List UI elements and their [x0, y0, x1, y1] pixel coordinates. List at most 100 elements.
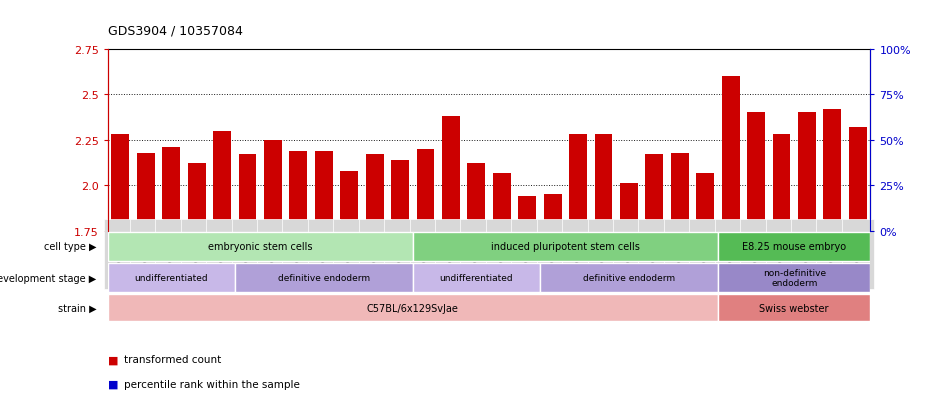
Text: GSM668591: GSM668591: [650, 231, 659, 278]
Text: GSM668587: GSM668587: [472, 231, 481, 278]
Bar: [264, 140, 282, 231]
Text: GSM668593: GSM668593: [701, 231, 709, 278]
Bar: [671, 226, 689, 231]
Bar: [162, 148, 180, 231]
Text: undifferentiated: undifferentiated: [440, 273, 513, 282]
Bar: [264, 224, 282, 231]
Text: GSM668564: GSM668564: [269, 231, 277, 278]
Text: GSM668590: GSM668590: [548, 231, 557, 278]
Text: GDS3904 / 10357084: GDS3904 / 10357084: [108, 24, 242, 37]
Text: GSM668589: GSM668589: [522, 231, 532, 278]
Bar: [239, 155, 256, 231]
Text: GSM668574: GSM668574: [752, 231, 761, 278]
Bar: [620, 184, 637, 231]
Bar: [108, 233, 413, 261]
Bar: [849, 224, 867, 231]
Text: GSM668582: GSM668582: [192, 231, 201, 277]
Text: undifferentiated: undifferentiated: [135, 273, 208, 282]
Bar: [493, 173, 511, 231]
Bar: [646, 155, 664, 231]
Bar: [594, 224, 612, 231]
Bar: [696, 173, 714, 231]
Text: GSM668588: GSM668588: [497, 231, 506, 277]
Text: GSM668576: GSM668576: [574, 231, 582, 278]
Text: GSM668566: GSM668566: [319, 231, 329, 278]
Bar: [722, 222, 739, 231]
Bar: [772, 135, 790, 231]
Text: GSM668579: GSM668579: [344, 231, 354, 278]
Text: percentile rank within the sample: percentile rank within the sample: [124, 379, 300, 389]
Text: GSM668568: GSM668568: [141, 231, 151, 278]
Bar: [620, 226, 637, 231]
Text: Swiss webster: Swiss webster: [759, 303, 829, 313]
Bar: [798, 224, 816, 231]
Text: ■: ■: [108, 354, 118, 364]
Text: GSM668565: GSM668565: [294, 231, 303, 278]
Bar: [594, 135, 612, 231]
Bar: [188, 222, 206, 231]
Text: definitive endoderm: definitive endoderm: [278, 273, 370, 282]
Bar: [417, 226, 434, 231]
Bar: [722, 77, 739, 231]
Text: GSM668575: GSM668575: [777, 231, 786, 278]
Text: GSM668592: GSM668592: [675, 231, 684, 278]
Bar: [798, 113, 816, 231]
Bar: [696, 226, 714, 231]
Bar: [162, 226, 180, 231]
Text: ■: ■: [108, 379, 118, 389]
Bar: [569, 135, 587, 231]
Bar: [413, 233, 718, 261]
Text: induced pluripotent stem cells: induced pluripotent stem cells: [490, 242, 640, 252]
Text: GSM668577: GSM668577: [599, 231, 608, 278]
Bar: [747, 222, 765, 231]
Text: GSM668581: GSM668581: [396, 231, 404, 277]
Bar: [235, 263, 413, 292]
Text: GSM668570: GSM668570: [802, 231, 812, 278]
Text: GSM668584: GSM668584: [243, 231, 252, 278]
Bar: [108, 295, 718, 321]
Bar: [671, 153, 689, 231]
Bar: [544, 195, 562, 231]
Bar: [108, 263, 235, 292]
Bar: [111, 226, 129, 231]
Bar: [493, 226, 511, 231]
Bar: [366, 226, 384, 231]
Bar: [519, 197, 536, 231]
Text: E8.25 mouse embryo: E8.25 mouse embryo: [742, 242, 846, 252]
Bar: [413, 263, 540, 292]
Text: embryonic stem cells: embryonic stem cells: [208, 242, 313, 252]
Bar: [341, 226, 358, 231]
Text: GSM668580: GSM668580: [370, 231, 379, 278]
Bar: [824, 224, 841, 231]
Bar: [824, 109, 841, 231]
Bar: [137, 226, 154, 231]
Bar: [341, 171, 358, 231]
Bar: [213, 222, 231, 231]
Bar: [137, 153, 154, 231]
Bar: [314, 151, 332, 231]
Bar: [239, 224, 256, 231]
Bar: [467, 164, 485, 231]
Bar: [417, 150, 434, 231]
Text: GSM668571: GSM668571: [827, 231, 837, 278]
Text: GSM668583: GSM668583: [217, 231, 227, 278]
Bar: [540, 263, 718, 292]
Text: GSM668573: GSM668573: [726, 231, 735, 278]
Text: cell type ▶: cell type ▶: [44, 242, 96, 252]
Text: definitive endoderm: definitive endoderm: [583, 273, 675, 282]
Bar: [544, 226, 562, 231]
Bar: [569, 224, 587, 231]
Text: GSM668567: GSM668567: [116, 231, 124, 278]
Bar: [772, 224, 790, 231]
Text: GSM668572: GSM668572: [854, 231, 862, 278]
Text: GSM668585: GSM668585: [421, 231, 430, 278]
Bar: [289, 151, 307, 231]
Text: non-definitive
endoderm: non-definitive endoderm: [763, 268, 826, 288]
Bar: [213, 131, 231, 231]
Bar: [289, 224, 307, 231]
Bar: [391, 226, 409, 231]
Bar: [718, 233, 870, 261]
Text: transformed count: transformed count: [124, 354, 222, 364]
Bar: [188, 164, 206, 231]
Bar: [718, 295, 870, 321]
